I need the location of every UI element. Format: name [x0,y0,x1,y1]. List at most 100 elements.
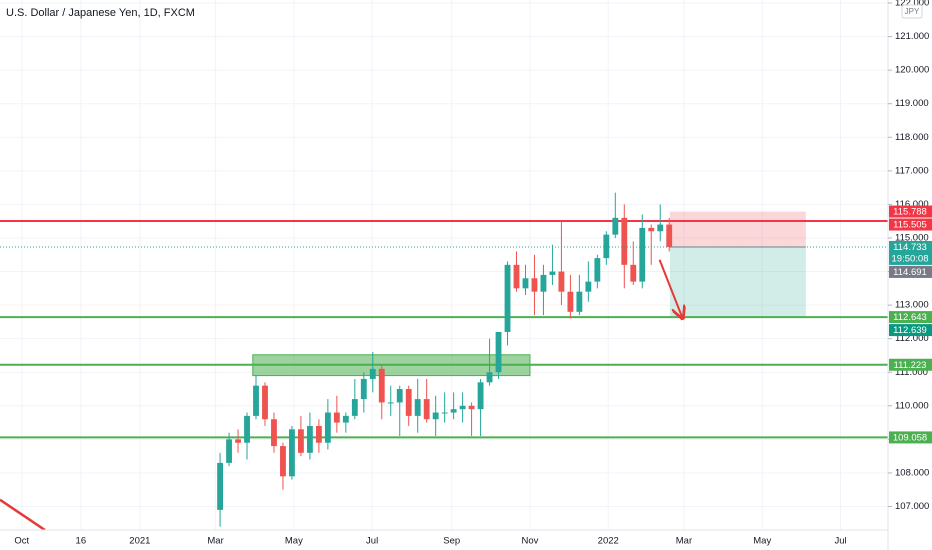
candle-body [342,415,349,423]
candle-body [315,425,322,443]
x-tick-label: Sep [443,536,460,547]
candle [585,261,592,302]
price-tag-label: 115.505 [893,220,927,231]
x-tick-label: 16 [76,536,87,547]
trendline [0,498,46,530]
x-tick-label: 2021 [129,536,150,547]
candle-body [297,429,304,453]
candle [423,378,430,423]
candle [387,385,394,416]
x-tick-label: Jul [366,536,378,547]
y-tick-label: 119.000 [895,98,929,109]
candle [612,192,619,238]
candle-body [648,227,655,232]
candle-body [226,439,232,463]
x-tick-label: May [753,536,771,547]
candle [549,244,556,285]
candle [531,254,538,316]
chart-title: U.S. Dollar / Japanese Yen, 1D, FXCM [6,7,195,19]
candle [280,442,286,490]
candle [441,392,448,423]
price-tag: 109.058 [889,431,932,443]
candle [432,395,439,437]
price-tag-box [889,240,932,265]
candle [262,382,268,426]
price-tag-label: 114.733 [893,242,927,253]
currency-label: JPY [905,7,920,16]
price-tag-box [889,431,932,444]
candle-body [324,412,331,443]
price-tag: 114.691 [889,265,932,278]
y-tick-label: 118.000 [895,132,929,143]
candle-body [414,399,421,416]
candle-body [540,274,547,292]
candle [405,385,412,426]
y-tick-label: 110.000 [895,400,929,411]
currency-box [901,4,923,19]
candle [522,264,529,296]
candle [630,241,637,285]
candle [477,378,484,437]
x-tick-label: Mar [207,536,223,547]
candle-body [405,389,412,416]
candle [297,415,304,457]
candle [594,254,601,289]
candle-body [306,425,313,453]
y-tick-label: 120.000 [895,65,929,76]
price-tag: 115.505 [889,218,932,231]
candle-body [630,264,637,282]
candle-body [289,429,295,477]
candle-body [396,389,403,403]
y-tick-label: 111.000 [895,367,928,378]
x-tick-label: Nov [522,536,539,547]
candle-body [504,264,511,332]
arrow [658,259,683,319]
candle [315,419,322,453]
candle-body [369,368,376,379]
candle [540,264,547,316]
candle-body [333,412,340,423]
candle [253,375,259,420]
y-tick-label: 117.000 [895,165,929,176]
candle [289,425,295,480]
candle [333,395,340,433]
candle-body [621,217,628,265]
candle-body [549,271,556,275]
candle-body [468,405,475,410]
candle-body [567,291,574,312]
candle-body [477,382,484,410]
candle [378,365,385,420]
candle [244,412,250,460]
candle [513,251,520,292]
candle [226,432,232,467]
price-tag-box [889,311,932,324]
y-tick-label: 112.000 [895,333,929,344]
candle-body [441,412,448,414]
candle-body [253,385,259,416]
candle [639,214,646,289]
x-tick-label: Jul [834,536,846,547]
price-tag: 111.223 [889,358,932,371]
price-tag-label: 109.058 [893,432,927,443]
candle-body [432,412,439,420]
candle [459,392,466,423]
candle [235,429,241,453]
candle-body [271,419,277,447]
price-tag-box [889,265,932,278]
price-tag: 112.643 [889,311,932,323]
candle [271,412,277,453]
candle [486,338,493,386]
price-tag-box [889,324,932,337]
candle-body [522,278,529,289]
x-tick-label: 2022 [598,536,619,547]
price-tag-label: 111.223 [894,360,927,371]
candle [217,452,223,527]
candle [468,402,475,437]
y-tick-label: 113.000 [895,300,929,311]
x-tick-label: Mar [676,536,692,547]
candle [369,352,376,393]
candle-body [217,462,223,510]
